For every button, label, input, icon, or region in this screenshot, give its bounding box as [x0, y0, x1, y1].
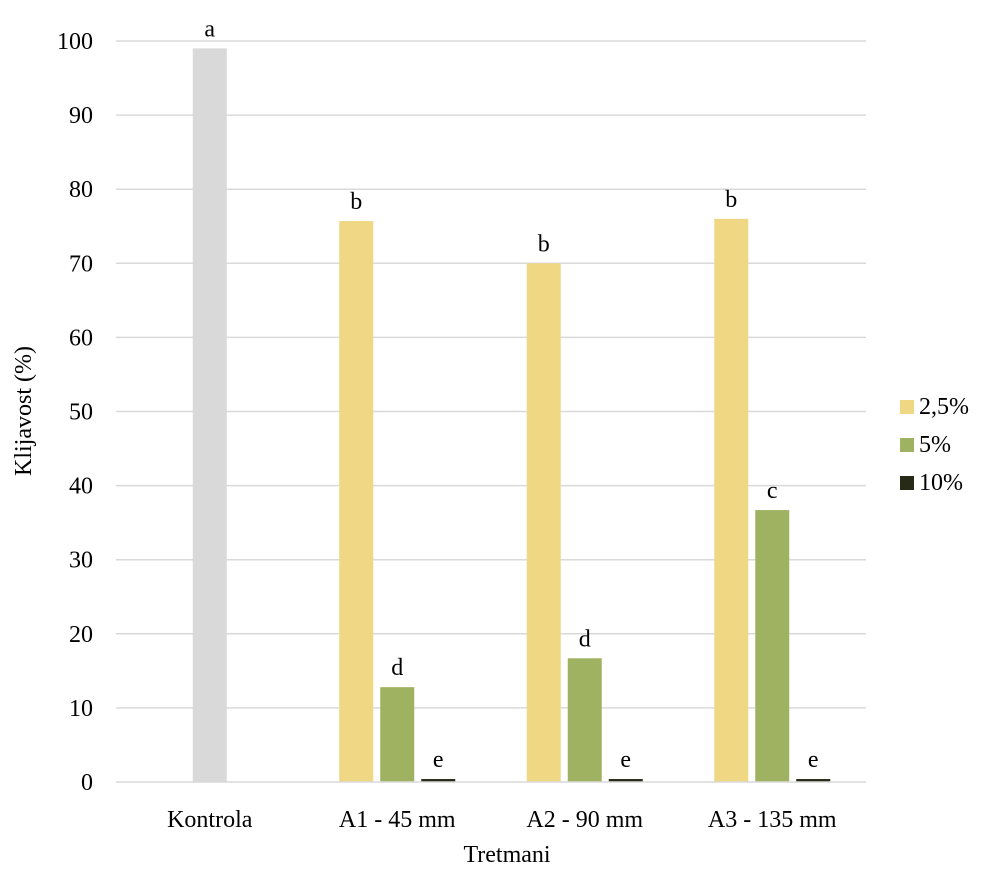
significance-label: e [433, 747, 444, 773]
y-tick-label: 40 [69, 474, 93, 500]
bar [526, 263, 561, 782]
y-tick-label: 10 [69, 696, 93, 722]
bar [755, 510, 790, 782]
y-tick-label: 50 [69, 400, 93, 426]
significance-label: b [725, 187, 737, 213]
y-tick-label: 60 [69, 325, 93, 351]
x-tick-label: A1 - 45 mm [339, 807, 456, 833]
y-tick-label: 30 [69, 548, 93, 574]
legend-swatch [900, 476, 914, 490]
bar [714, 218, 749, 783]
y-tick-label: 80 [69, 177, 93, 203]
bar [567, 658, 602, 782]
y-tick-label: 100 [57, 29, 93, 55]
y-tick-label: 90 [69, 103, 93, 129]
x-tick-label: Kontrola [167, 807, 253, 833]
x-tick-label: A2 - 90 mm [526, 807, 643, 833]
significance-labels: a b d e b d e b c e [204, 16, 818, 773]
bar [339, 221, 374, 783]
significance-label: b [350, 189, 362, 215]
legend: 2,5% 5% 10% [900, 394, 969, 496]
y-tick-label: 20 [69, 622, 93, 648]
legend-swatch [900, 438, 914, 452]
significance-label: a [204, 16, 215, 42]
x-axis-title: Tretmani [463, 842, 550, 868]
significance-label: b [538, 231, 550, 257]
bar [608, 779, 643, 782]
significance-label: c [767, 478, 778, 504]
axes: 0 10 20 30 40 50 60 70 80 90 100 Kontrola A1 - 45 mm… [57, 29, 866, 833]
x-tick-label: A3 - 135 mm [708, 807, 837, 833]
y-tick-label: 70 [69, 251, 93, 277]
legend-label: 5% [919, 432, 951, 458]
significance-label: e [620, 747, 631, 773]
significance-label: d [391, 655, 403, 681]
significance-label: e [808, 747, 819, 773]
bar [796, 779, 831, 782]
y-tick-label: 0 [81, 770, 93, 796]
bar [192, 48, 227, 783]
legend-label: 10% [919, 470, 963, 496]
bars [192, 48, 831, 783]
bar [421, 779, 456, 782]
legend-swatch [900, 400, 914, 414]
gridlines [116, 40, 866, 709]
y-axis-title: Klijavost (%) [11, 346, 37, 476]
bar [380, 687, 415, 782]
legend-label: 2,5% [919, 394, 969, 420]
significance-label: d [579, 626, 591, 652]
